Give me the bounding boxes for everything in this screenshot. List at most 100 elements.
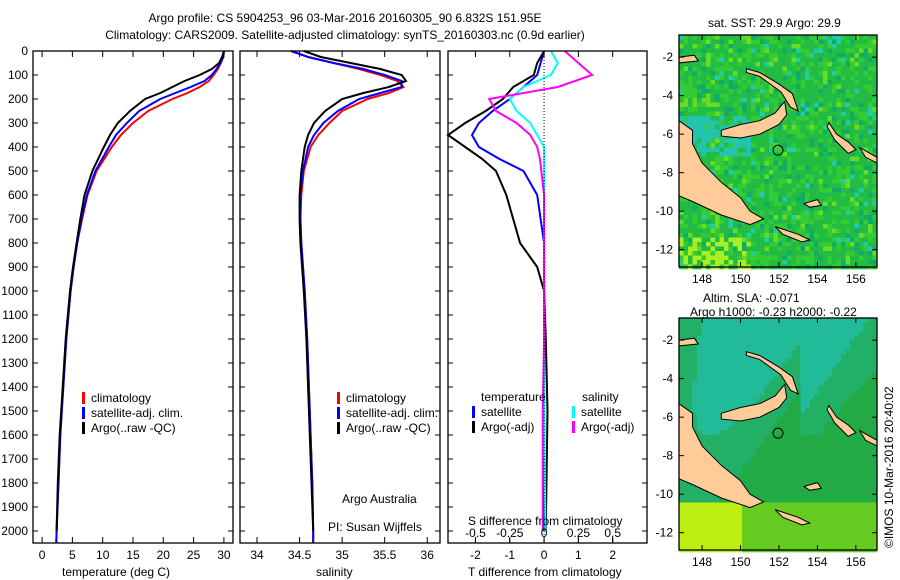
map-cell — [773, 125, 779, 130]
map-cell — [845, 493, 851, 499]
map-cell — [818, 237, 824, 243]
map-cell — [791, 462, 797, 467]
map-cell — [863, 53, 869, 58]
map-cell — [800, 511, 806, 517]
map-cell — [733, 138, 738, 144]
map-cell — [823, 430, 828, 436]
map-cell — [773, 480, 779, 485]
map-cell — [746, 520, 752, 526]
map-cell — [764, 134, 770, 139]
map-cell — [778, 408, 783, 413]
map-cell — [823, 394, 828, 400]
map-cell — [706, 448, 711, 454]
map-cell — [827, 318, 833, 323]
map-cell — [787, 390, 792, 395]
map-cell — [827, 53, 833, 58]
map-cell — [859, 439, 864, 445]
map-cell — [796, 363, 801, 368]
map-cell — [841, 502, 846, 508]
map-cell — [760, 143, 765, 148]
map-cell — [683, 39, 689, 45]
map-cell — [863, 192, 869, 198]
map-cell — [805, 385, 810, 391]
map-cell — [841, 340, 846, 346]
map-cell — [773, 448, 779, 454]
map-cell — [836, 381, 842, 386]
map-cell — [683, 354, 689, 359]
map-cell — [764, 210, 770, 216]
map-cell — [823, 462, 828, 467]
map-cell — [818, 394, 824, 400]
map-cell — [688, 35, 693, 40]
map-cell — [868, 363, 873, 368]
map-cell — [710, 394, 716, 400]
y-tick-label: 1500 — [1, 404, 28, 418]
map-cell — [872, 462, 878, 467]
map-cell — [791, 421, 797, 427]
map-cell — [755, 53, 761, 58]
map-cell — [868, 75, 873, 81]
map-cell — [751, 507, 756, 512]
map-cell — [706, 111, 711, 117]
map-cell — [679, 224, 684, 229]
map-cell — [841, 152, 846, 157]
map-cell — [818, 129, 824, 135]
map-cell — [859, 516, 864, 521]
map-cell — [773, 206, 779, 211]
map-cell — [859, 255, 864, 261]
map-cell — [854, 116, 860, 121]
y-tick-label: 1100 — [2, 308, 28, 322]
map-cell — [791, 525, 797, 530]
map-cell — [805, 435, 810, 440]
map-cell — [868, 403, 873, 409]
map-cell — [692, 62, 698, 67]
map-cell — [755, 80, 761, 85]
map-cell — [863, 340, 869, 346]
map-cell — [863, 62, 869, 67]
map-cell — [769, 215, 774, 220]
map-cell — [796, 98, 801, 103]
map-cell — [733, 403, 738, 409]
map-cell — [791, 376, 797, 382]
map-cell — [737, 39, 743, 45]
map-cell — [791, 412, 797, 418]
map-cell — [863, 489, 869, 494]
map-cell — [859, 242, 864, 247]
legend-label: satellite — [581, 405, 622, 419]
map-cell — [688, 318, 693, 323]
map-cell — [710, 354, 716, 359]
map-cell — [737, 475, 743, 481]
map-cell — [845, 403, 851, 409]
map-cell — [733, 75, 738, 81]
map-cell — [697, 147, 702, 153]
map-cell — [737, 538, 743, 544]
map-cell — [836, 399, 842, 404]
map-cell — [706, 417, 711, 422]
map-cell — [715, 107, 720, 112]
map-cell — [746, 376, 752, 382]
map-cell — [805, 363, 810, 368]
map-cell — [796, 345, 801, 350]
map-cell — [764, 39, 770, 45]
map-cell — [760, 520, 765, 526]
map-cell — [872, 457, 878, 463]
map-cell — [796, 152, 801, 157]
map-cell — [719, 66, 725, 72]
map-cell — [791, 116, 797, 121]
map-cell — [818, 89, 824, 94]
map-cell — [778, 102, 783, 108]
map-cell — [791, 417, 797, 422]
map-cell — [845, 435, 851, 440]
map-cell — [818, 206, 824, 211]
s-diff-xlabel: S difference from climatology — [468, 514, 623, 528]
map-cell — [760, 237, 765, 243]
map-cell — [688, 543, 693, 548]
map-cell — [782, 251, 788, 256]
map-cell — [827, 457, 833, 463]
map-cell — [859, 260, 864, 265]
map-cell — [769, 129, 774, 135]
map-cell — [809, 480, 815, 485]
map-cell — [809, 390, 815, 395]
map-cell — [733, 228, 738, 234]
map-cell — [710, 448, 716, 454]
